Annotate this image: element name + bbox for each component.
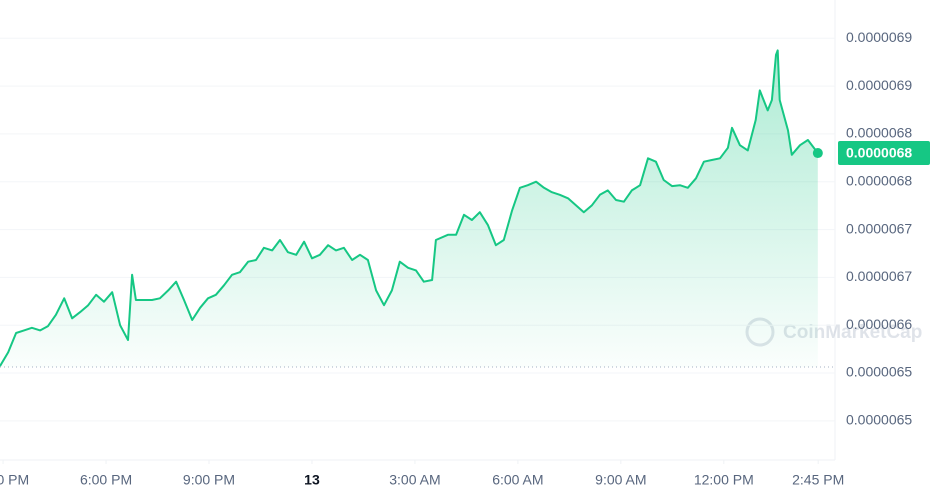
x-tick-label: 12:00 PM bbox=[694, 472, 754, 488]
price-badge-label: 0.0000068 bbox=[846, 145, 912, 161]
y-tick-label: 0.0000068 bbox=[846, 172, 912, 188]
watermark-text: CoinMarketCap bbox=[783, 322, 922, 343]
x-tick-label: 3:00 PM bbox=[0, 472, 29, 488]
x-tick-label: 3:00 AM bbox=[389, 472, 440, 488]
x-tick-label: 13 bbox=[304, 472, 320, 488]
y-tick-label: 0.0000067 bbox=[846, 220, 912, 236]
last-point bbox=[812, 148, 823, 159]
x-tick-label: 9:00 AM bbox=[595, 472, 646, 488]
price-line bbox=[0, 49, 819, 367]
x-tick-label: 9:00 PM bbox=[183, 472, 235, 488]
y-tick-label: 0.0000069 bbox=[846, 29, 912, 45]
x-tick-label: 2:45 PM bbox=[792, 472, 844, 488]
y-tick-label: 0.0000065 bbox=[846, 364, 912, 380]
price-badge bbox=[838, 141, 930, 166]
y-tick-label: 0.0000067 bbox=[846, 268, 912, 284]
area bbox=[0, 50, 818, 367]
y-tick-label: 0.0000065 bbox=[846, 412, 912, 428]
y-tick-label: 0.0000066 bbox=[846, 316, 912, 332]
x-tick-label: 6:00 AM bbox=[492, 472, 543, 488]
y-tick-label: 0.0000069 bbox=[846, 77, 912, 93]
x-tick-label: 6:00 PM bbox=[80, 472, 132, 488]
y-tick-label: 0.0000068 bbox=[846, 125, 912, 141]
